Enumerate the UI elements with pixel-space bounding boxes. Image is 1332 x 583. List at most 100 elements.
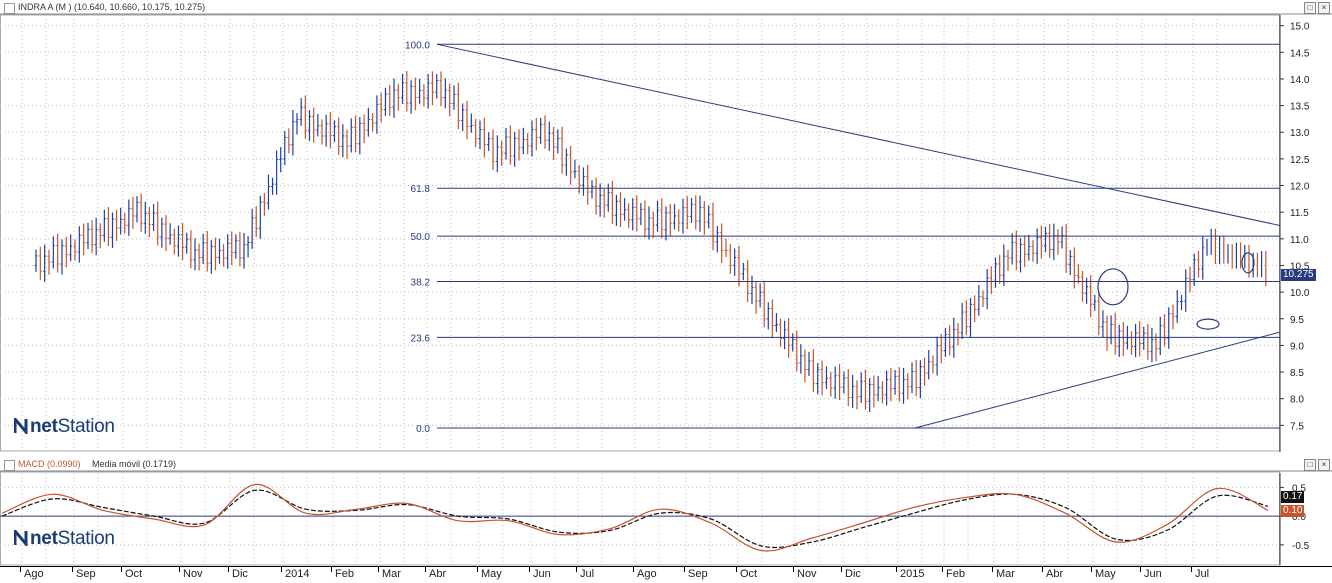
x-tick-label: 2014 [285,568,310,580]
x-tick [425,567,426,572]
netstation-logo: netStation [14,528,115,550]
y-tick-label: 10.5 [1290,261,1310,272]
x-tick-label: Oct [125,568,143,580]
macd-last-label: 0.10 [1281,505,1305,517]
x-tick-label: Dic [232,568,248,580]
x-tick [736,567,737,572]
y-tick-label: 12.0 [1290,182,1310,193]
price-panel: INDRA A (M ) (10.640, 10.660, 10.175, 10… [0,0,1332,453]
x-tick [72,567,73,572]
x-tick [20,567,21,572]
x-tick-label: Jun [1144,568,1162,580]
x-tick [1042,567,1043,572]
y-tick-label: 12.5 [1290,155,1310,166]
netstation-logo-icon [14,418,28,434]
x-tick [281,567,282,572]
x-tick-label: Feb [335,568,354,580]
x-tick-label: Feb [946,568,965,580]
x-tick [477,567,478,572]
price-panel-title: INDRA A (M ) (10.640, 10.660, 10.175, 10… [18,2,206,12]
y-tick-label: 0.0 [1292,512,1306,523]
x-tick-label: Oct [740,568,758,580]
x-tick [179,567,180,572]
x-tick-label: Mar [996,568,1015,580]
y-tick-label: 13.5 [1290,102,1310,113]
macd-grid [0,473,1280,565]
fib-label: 61.8 [411,184,431,195]
marker-circle [1241,252,1255,274]
close-button[interactable]: × [1318,459,1330,471]
x-tick-label: Abr [429,568,447,580]
x-tick-label: Nov [797,568,817,580]
x-tick-label: Jul [1195,568,1210,580]
x-tick [1140,567,1141,572]
x-tick-label: Dic [845,568,861,580]
macd-line [1,483,1269,552]
x-tick [896,567,897,572]
fib-label: 100.0 [405,40,430,51]
fib-label: 50.0 [411,232,431,243]
x-tick-label: Jun [533,568,551,580]
x-tick-label: Sep [688,568,708,580]
signal-line [1,489,1269,549]
fib-label: 23.6 [411,333,431,344]
x-tick-label: Sep [76,568,96,580]
y-tick-label: 7.5 [1290,421,1304,432]
x-tick-label: Abr [1046,568,1064,580]
y-tick-label: 9.5 [1290,315,1304,326]
x-tick-label: May [1095,568,1116,580]
x-tick [1191,567,1192,572]
x-tick [121,567,122,572]
x-tick-label: Mar [382,568,401,580]
last-price-label: 10.275 [1281,269,1316,281]
marker-circle [1196,318,1220,330]
x-tick [793,567,794,572]
macd-title: MACD (0.0990) [18,459,81,469]
x-tick-label: May [481,568,502,580]
x-tick [1091,567,1092,572]
ma-title: Media móvil (0.1719) [92,459,177,469]
y-tick-label: 0.5 [1292,483,1306,494]
x-tick [841,567,842,572]
x-tick-label: Ago [24,568,44,580]
x-tick-label: 2015 [900,568,925,580]
fib-label: 38.2 [411,277,431,288]
y-tick-label: -0.5 [1292,541,1310,552]
y-tick-label: 13.0 [1290,128,1310,139]
netstation-logo-icon [14,530,28,546]
x-tick-label: Ago [637,568,657,580]
x-tick-label: Jul [580,568,595,580]
y-tick-label: 11.5 [1290,208,1309,219]
macd-panel: MACD (0.0990) Media móvil (0.1719) □ × -… [0,457,1332,566]
x-tick [228,567,229,572]
y-tick-label: 8.5 [1290,368,1304,379]
x-tick [633,567,634,572]
x-tick [992,567,993,572]
fib-label: 0.0 [416,424,430,435]
y-tick-label: 10.0 [1290,288,1310,299]
candles [34,71,1267,412]
x-tick [576,567,577,572]
x-tick [331,567,332,572]
macd-panel-titlebar: MACD (0.0990) Media móvil (0.1719) □ × [0,457,1332,471]
y-tick-label: 11.0 [1290,235,1309,246]
y-tick-label: 15.0 [1290,22,1310,33]
y-tick-label: 14.0 [1290,75,1310,86]
ma-last-label: 0.17 [1281,491,1305,503]
y-tick-label: 14.5 [1290,48,1310,59]
x-tick-label: Nov [183,568,203,580]
x-tick [942,567,943,572]
trendline-down [436,43,1281,226]
macd-chart[interactable]: -0.5 0.0 0.5 [0,457,1332,566]
y-tick-label: 8.0 [1290,395,1304,406]
price-grid [0,15,1280,452]
x-tick [684,567,685,572]
netstation-logo: netStation [14,416,115,438]
x-tick [529,567,530,572]
x-tick [378,567,379,572]
trendline-up [914,331,1281,429]
price-chart[interactable]: 7.5 8.0 8.5 9.0 9.5 10.0 10.5 11.0 11.5 12.0 12.5 1… [0,0,1332,453]
y-tick-label: 9.0 [1290,341,1304,352]
marker-circle [1097,268,1129,306]
x-axis: Ago Sep Oct Nov Dic 2014 Feb Mar Abr May Jun Jul Ago… [0,566,1332,583]
